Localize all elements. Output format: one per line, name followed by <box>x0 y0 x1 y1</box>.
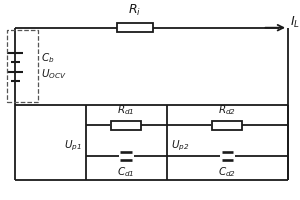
Text: $C_{\mathregular{d2}}$: $C_{\mathregular{d2}}$ <box>218 165 236 179</box>
Bar <box>212 121 242 130</box>
Text: $I_{\mathregular{L}}$: $I_{\mathregular{L}}$ <box>290 15 299 30</box>
Text: $U_{\mathregular{p2}}$: $U_{\mathregular{p2}}$ <box>171 138 189 153</box>
Text: $R_{\mathregular{i}}$: $R_{\mathregular{i}}$ <box>128 3 142 18</box>
Text: $C_{\mathregular{d1}}$: $C_{\mathregular{d1}}$ <box>117 165 135 179</box>
Bar <box>111 121 141 130</box>
Text: $C_{\mathregular{b}}$: $C_{\mathregular{b}}$ <box>41 52 54 65</box>
Text: $U_{\mathregular{p1}}$: $U_{\mathregular{p1}}$ <box>64 138 82 153</box>
Text: $R_{\mathregular{d2}}$: $R_{\mathregular{d2}}$ <box>218 103 236 117</box>
Text: $U_{\mathregular{OCV}}$: $U_{\mathregular{OCV}}$ <box>41 67 67 81</box>
Text: $R_{\mathregular{d1}}$: $R_{\mathregular{d1}}$ <box>117 103 135 117</box>
Bar <box>117 23 153 32</box>
